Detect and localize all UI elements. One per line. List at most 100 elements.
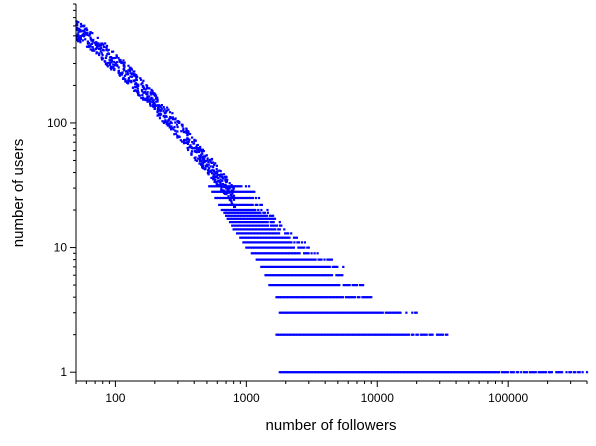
data-point	[301, 274, 304, 277]
data-point	[379, 333, 383, 336]
data-point	[405, 333, 408, 336]
data-point	[190, 153, 193, 156]
data-point	[284, 232, 287, 235]
data-point	[157, 104, 160, 107]
data-point	[388, 333, 391, 336]
data-point	[261, 241, 264, 244]
data-point	[289, 258, 292, 261]
data-point	[424, 333, 427, 336]
data-point	[293, 333, 296, 336]
data-point	[145, 92, 148, 95]
data-point	[198, 147, 202, 150]
data-point	[236, 221, 239, 224]
data-point	[326, 371, 330, 374]
data-point	[239, 211, 242, 214]
data-point	[76, 34, 79, 37]
data-point	[88, 34, 91, 37]
data-point	[282, 258, 285, 261]
data-point	[322, 296, 325, 299]
data-point	[279, 246, 282, 249]
data-point	[324, 265, 327, 268]
data-point	[148, 100, 151, 103]
data-point	[305, 296, 308, 299]
data-point	[234, 217, 237, 220]
data-point	[245, 190, 248, 193]
data-point	[136, 90, 139, 94]
data-point	[168, 122, 171, 125]
data-point	[276, 246, 279, 249]
data-point	[285, 236, 288, 239]
data-point	[108, 61, 111, 64]
data-point	[263, 246, 266, 249]
data-point	[216, 183, 219, 186]
data-point	[89, 31, 92, 34]
data-point	[308, 311, 311, 314]
data-point	[96, 36, 99, 39]
data-point	[357, 333, 360, 336]
data-point	[340, 296, 343, 299]
data-point	[230, 201, 233, 204]
data-point	[264, 252, 267, 255]
data-point	[293, 311, 296, 314]
data-point	[119, 72, 122, 75]
data-point	[261, 246, 264, 249]
data-point	[269, 221, 272, 224]
data-point	[195, 145, 198, 149]
data-point	[211, 190, 214, 193]
data-point	[278, 221, 281, 224]
data-point	[242, 221, 245, 224]
data-point	[163, 112, 166, 115]
data-point	[117, 56, 120, 60]
data-point	[248, 241, 251, 244]
data-point	[248, 246, 251, 249]
data-point	[348, 284, 351, 287]
data-point	[309, 371, 312, 374]
data-point	[277, 252, 280, 255]
data-point	[264, 246, 267, 249]
data-point	[268, 252, 271, 255]
data-point	[199, 155, 202, 158]
data-point	[215, 190, 218, 193]
data-point	[229, 196, 232, 200]
data-point	[421, 333, 424, 336]
data-point	[110, 61, 113, 64]
data-point	[331, 371, 334, 374]
data-point	[279, 241, 282, 244]
data-point	[263, 224, 267, 227]
data-point	[246, 214, 249, 217]
data-point	[318, 371, 321, 374]
data-point	[159, 109, 162, 113]
data-point	[285, 333, 288, 336]
data-point	[269, 241, 272, 244]
data-point	[460, 371, 463, 374]
data-point	[250, 252, 253, 255]
data-point	[182, 127, 185, 130]
data-point	[300, 371, 303, 374]
data-point	[105, 46, 108, 50]
data-point	[336, 265, 339, 268]
data-point	[407, 333, 411, 336]
data-point	[230, 211, 233, 214]
data-point	[223, 208, 226, 212]
data-point	[267, 274, 270, 277]
data-point	[260, 232, 263, 235]
data-point	[257, 196, 261, 200]
data-point	[291, 265, 294, 268]
data-point	[312, 333, 315, 336]
data-point	[192, 142, 196, 145]
data-point	[297, 241, 300, 244]
data-point	[286, 252, 289, 255]
data-point	[278, 284, 281, 287]
data-point	[160, 107, 164, 110]
data-point	[182, 142, 186, 145]
data-point	[333, 265, 336, 268]
data-point	[444, 333, 447, 336]
data-point	[204, 154, 207, 157]
data-point	[329, 333, 333, 336]
data-point	[215, 181, 218, 184]
data-point	[221, 190, 224, 193]
data-point	[493, 371, 496, 374]
data-point	[97, 42, 100, 45]
data-point	[381, 371, 384, 374]
data-point	[257, 211, 260, 214]
